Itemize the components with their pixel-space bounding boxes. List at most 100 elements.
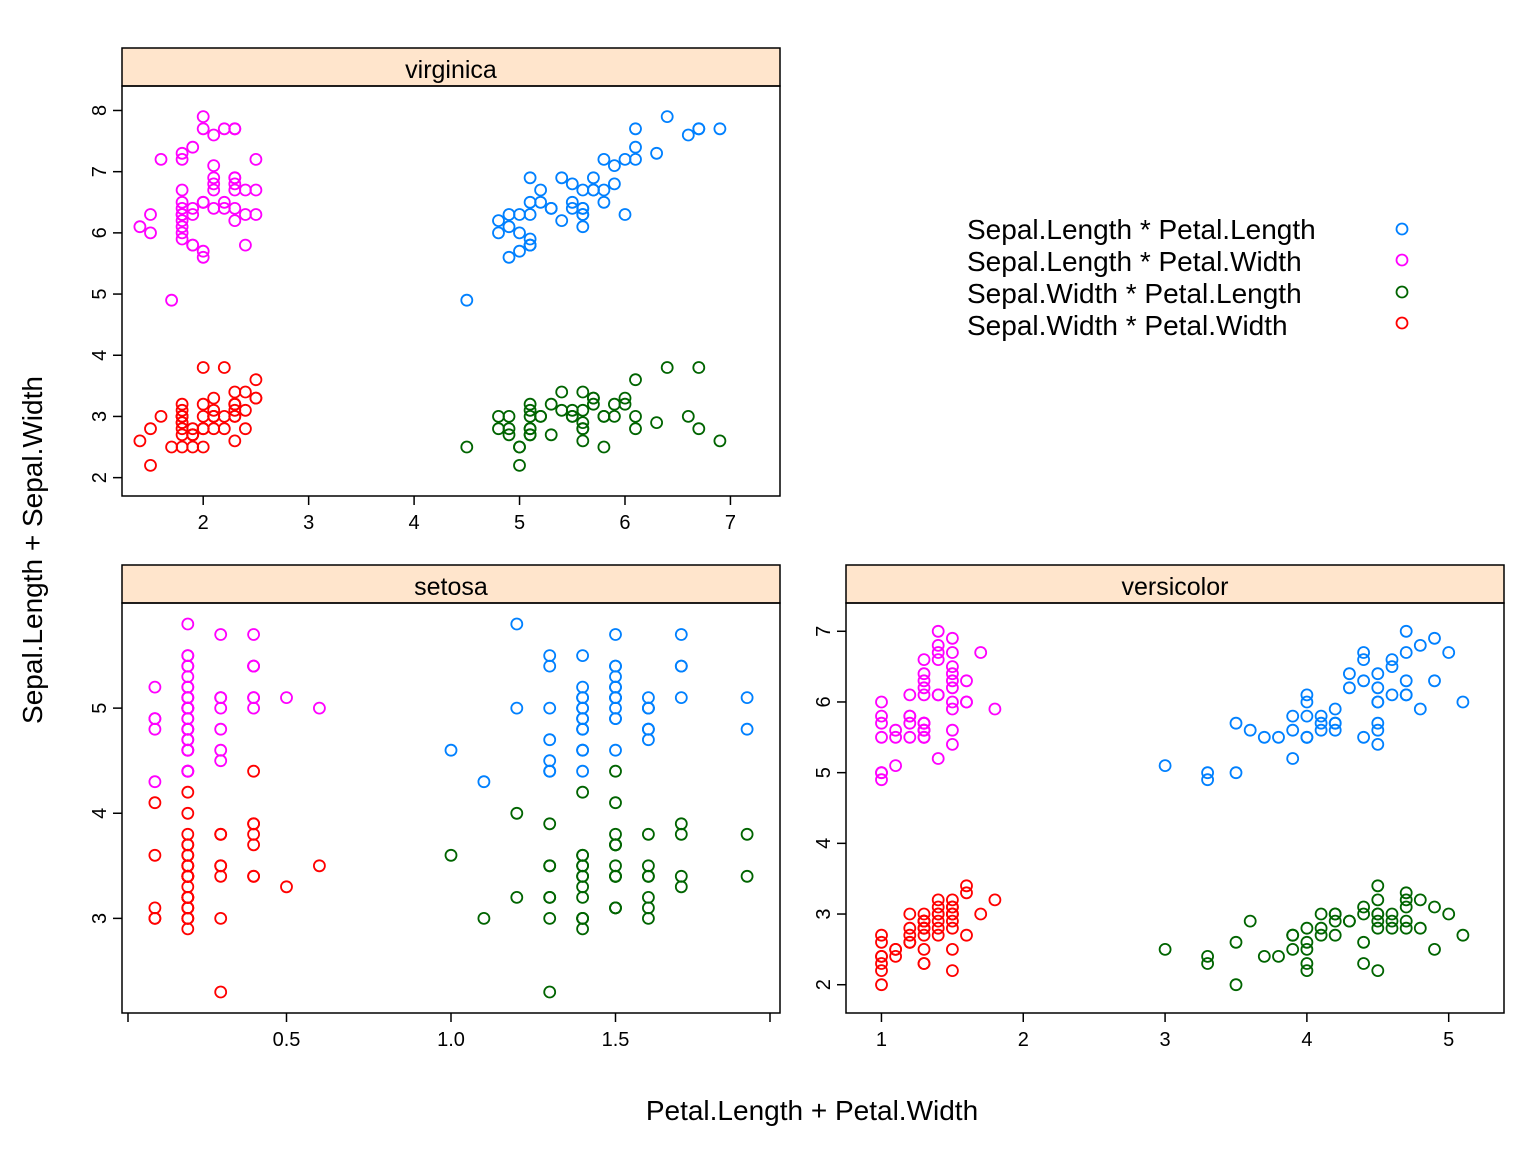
point-virginica-sw_pl — [544, 428, 558, 442]
point-virginica-sl_pw — [207, 201, 221, 215]
point-versicolor-sl_pl — [1385, 660, 1399, 673]
point-virginica-sl_pl — [618, 208, 632, 221]
point-virginica-sw_pw — [249, 373, 263, 387]
point-virginica-sw_pw — [207, 391, 221, 405]
point-virginica-sw_pl — [692, 361, 706, 374]
point-virginica-sw_pl — [513, 458, 526, 472]
point-versicolor-sw_pl — [1413, 893, 1427, 907]
point-virginica-sw_pw — [144, 422, 157, 436]
point-setosa-sw_pl — [576, 891, 589, 904]
point-virginica-sl_pw — [144, 208, 157, 221]
point-virginica-sw_pw — [154, 409, 168, 423]
point-setosa-sw_pl — [642, 869, 655, 883]
x-tick-label-setosa: 1.5 — [602, 1029, 630, 1051]
point-versicolor-sl_pl — [1201, 773, 1214, 787]
point-versicolor-sw_pl — [1201, 957, 1214, 970]
point-versicolor-sw_pl — [1385, 921, 1399, 935]
point-versicolor-sw_pl — [1328, 914, 1342, 928]
point-versicolor-sw_pw — [946, 914, 959, 928]
point-versicolor-sl_pw — [917, 730, 931, 744]
point-versicolor-sl_pw — [889, 759, 902, 772]
point-virginica-sw_pw — [175, 403, 189, 417]
point-setosa-sl_pw — [247, 701, 261, 715]
point-virginica-sl_pw — [228, 177, 242, 191]
point-versicolor-sw_pl — [1357, 957, 1370, 970]
point-setosa-sl_pw — [280, 691, 293, 704]
point-versicolor-sw_pw — [917, 928, 931, 942]
point-versicolor-sw_pw — [917, 914, 931, 928]
point-virginica-sl_pl — [523, 195, 537, 209]
y-tick-label-virginica: 6 — [89, 227, 111, 238]
point-setosa-sl_pl — [609, 680, 622, 694]
point-virginica-sw_pw — [207, 403, 221, 417]
point-setosa-sl_pl — [576, 722, 589, 736]
point-virginica-sw_pw — [207, 422, 221, 436]
point-virginica-sl_pw — [175, 146, 189, 160]
point-versicolor-sw_pw — [946, 900, 959, 914]
point-versicolor-sl_pw — [917, 674, 931, 688]
point-setosa-sl_pl — [576, 712, 589, 725]
point-versicolor-sl_pl — [1357, 674, 1370, 688]
point-versicolor-sw_pl — [1456, 928, 1470, 942]
point-virginica-sw_pl — [629, 422, 642, 436]
point-setosa-sl_pw — [214, 754, 228, 768]
point-versicolor-sl_pl — [1413, 702, 1427, 716]
point-versicolor-sl_pw — [946, 702, 959, 716]
point-virginica-sl_pw — [217, 201, 231, 215]
point-setosa-sw_pw — [181, 806, 195, 820]
point-versicolor-sl_pw — [946, 631, 959, 645]
point-versicolor-sl_pl — [1243, 723, 1257, 737]
ticks-versicolor: 1 2 3 4 5 2 3 4 5 6 7 — [813, 626, 1454, 1051]
point-versicolor-sl_pw — [946, 738, 959, 751]
point-virginica-sw_pl — [597, 440, 611, 454]
point-versicolor-sl_pl — [1399, 646, 1413, 659]
point-versicolor-sw_pl — [1357, 935, 1370, 949]
point-setosa-sl_pw — [181, 743, 195, 757]
point-versicolor-sl_pw — [875, 766, 888, 780]
point-virginica-sl_pw — [228, 171, 242, 185]
point-setosa-sw_pl — [642, 891, 655, 904]
point-versicolor-sl_pw — [931, 752, 945, 765]
point-versicolor-sw_pw — [903, 928, 917, 942]
point-versicolor-sl_pw — [889, 730, 902, 744]
point-versicolor-sl_pl — [1229, 716, 1243, 730]
point-setosa-sw_pl — [543, 817, 557, 831]
point-setosa-sw_pl — [576, 785, 589, 799]
point-setosa-sw_pw — [181, 922, 195, 936]
point-setosa-sl_pl — [609, 628, 622, 641]
point-virginica-sw_pw — [175, 397, 189, 411]
point-setosa-sl_pl — [444, 743, 458, 757]
point-setosa-sw_pw — [181, 869, 195, 883]
point-virginica-sw_pl — [513, 440, 526, 454]
point-setosa-sw_pw — [148, 912, 162, 925]
point-virginica-sw_pw — [217, 361, 231, 374]
point-versicolor-sw_pl — [1272, 950, 1285, 963]
point-virginica-sw_pw — [196, 409, 210, 423]
y-tick-label-virginica: 8 — [89, 105, 111, 116]
point-versicolor-sl_pl — [1286, 723, 1300, 737]
point-setosa-sl_pl — [609, 743, 622, 757]
y-tick-label-virginica: 5 — [89, 288, 111, 299]
point-virginica-sw_pl — [681, 409, 695, 423]
point-virginica-sl_pl — [460, 293, 474, 307]
point-versicolor-sw_pl — [1300, 921, 1314, 935]
point-virginica-sl_pl — [513, 226, 526, 240]
point-versicolor-sw_pl — [1243, 914, 1257, 928]
point-setosa-sw_pl — [674, 880, 688, 894]
point-setosa-sw_pw — [181, 912, 195, 925]
point-versicolor-sl_pl — [1328, 702, 1342, 716]
point-versicolor-sw_pw — [875, 978, 888, 992]
point-virginica-sl_pw — [144, 226, 157, 240]
point-versicolor-sl_pl — [1300, 730, 1314, 744]
point-versicolor-sw_pl — [1428, 943, 1441, 956]
point-virginica-sl_pw — [207, 183, 221, 197]
point-setosa-sw_pl — [642, 901, 655, 915]
point-setosa-sl_pw — [214, 691, 228, 704]
point-versicolor-sw_pl — [1314, 907, 1328, 921]
y-tick-label-setosa: 3 — [89, 913, 111, 924]
point-versicolor-sw_pw — [931, 921, 945, 935]
point-versicolor-sl_pl — [1442, 646, 1456, 659]
point-versicolor-sl_pl — [1343, 667, 1356, 681]
point-setosa-sw_pl — [740, 827, 754, 841]
point-versicolor-sl_pl — [1357, 646, 1370, 659]
